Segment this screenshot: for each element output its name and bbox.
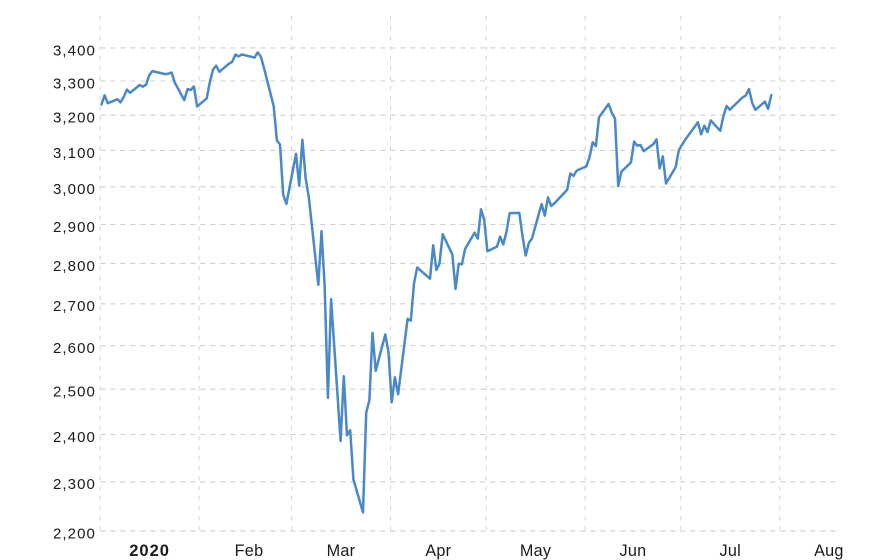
svg-text:3,000: 3,000 [53, 181, 96, 198]
svg-text:May: May [520, 542, 552, 560]
svg-text:2,200: 2,200 [53, 526, 96, 543]
svg-text:Aug: Aug [814, 542, 844, 560]
svg-text:Apr: Apr [425, 542, 451, 560]
svg-text:2,400: 2,400 [53, 429, 96, 446]
svg-text:3,200: 3,200 [53, 110, 96, 127]
svg-text:2,900: 2,900 [53, 219, 96, 236]
svg-text:3,400: 3,400 [53, 42, 96, 59]
svg-text:3,300: 3,300 [53, 75, 96, 92]
svg-text:3,100: 3,100 [53, 145, 96, 162]
svg-text:Jul: Jul [719, 542, 740, 560]
svg-text:2,800: 2,800 [53, 258, 96, 275]
svg-text:2020: 2020 [129, 542, 170, 560]
svg-text:2,600: 2,600 [53, 340, 96, 357]
svg-text:2,300: 2,300 [53, 476, 96, 493]
svg-text:2,500: 2,500 [53, 384, 96, 401]
svg-text:Jun: Jun [619, 542, 646, 560]
svg-text:2,700: 2,700 [53, 298, 96, 315]
svg-text:Feb: Feb [235, 542, 264, 560]
svg-text:Mar: Mar [327, 542, 356, 560]
